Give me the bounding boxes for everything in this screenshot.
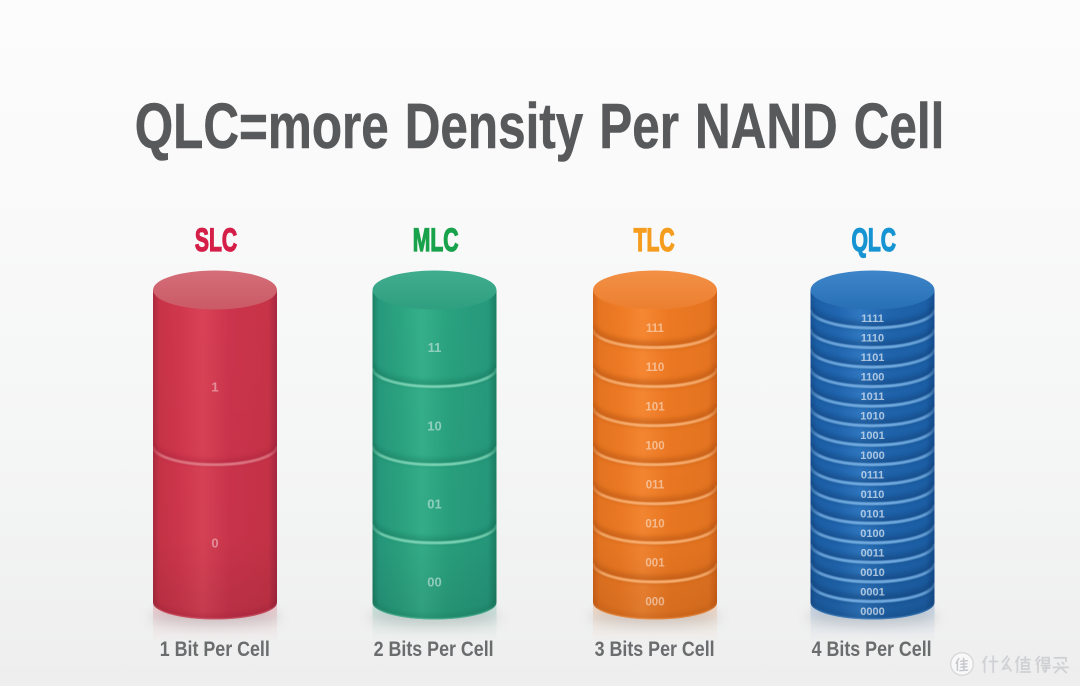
svg-text:0011: 0011	[861, 547, 885, 559]
svg-text:01: 01	[427, 497, 441, 512]
svg-text:10: 10	[427, 418, 441, 433]
svg-text:1011: 1011	[861, 391, 885, 403]
svg-text:1100: 1100	[861, 372, 885, 384]
svg-text:0100: 0100	[860, 528, 884, 540]
svg-text:100: 100	[645, 440, 664, 452]
svg-text:0101: 0101	[860, 508, 884, 520]
svg-text:1010: 1010	[860, 411, 884, 423]
svg-text:0001: 0001	[860, 587, 884, 599]
svg-text:1101: 1101	[861, 352, 885, 364]
svg-text:110: 110	[646, 362, 665, 374]
svg-text:101: 101	[645, 401, 665, 413]
svg-text:11: 11	[428, 340, 442, 355]
svg-text:0: 0	[211, 536, 218, 551]
svg-text:0000: 0000	[860, 606, 884, 618]
svg-text:111: 111	[646, 323, 665, 335]
svg-text:1: 1	[211, 379, 218, 394]
svg-text:0111: 0111	[861, 469, 884, 481]
svg-text:1001: 1001	[860, 430, 884, 442]
svg-text:1000: 1000	[860, 450, 884, 462]
svg-text:00: 00	[427, 575, 441, 590]
svg-text:011: 011	[646, 479, 665, 491]
svg-text:1111: 1111	[861, 313, 884, 325]
svg-text:010: 010	[645, 519, 664, 531]
svg-text:0010: 0010	[860, 567, 884, 579]
svg-text:000: 000	[645, 597, 664, 609]
svg-text:001: 001	[645, 558, 665, 570]
svg-text:0110: 0110	[861, 489, 885, 501]
svg-text:1110: 1110	[861, 333, 884, 345]
